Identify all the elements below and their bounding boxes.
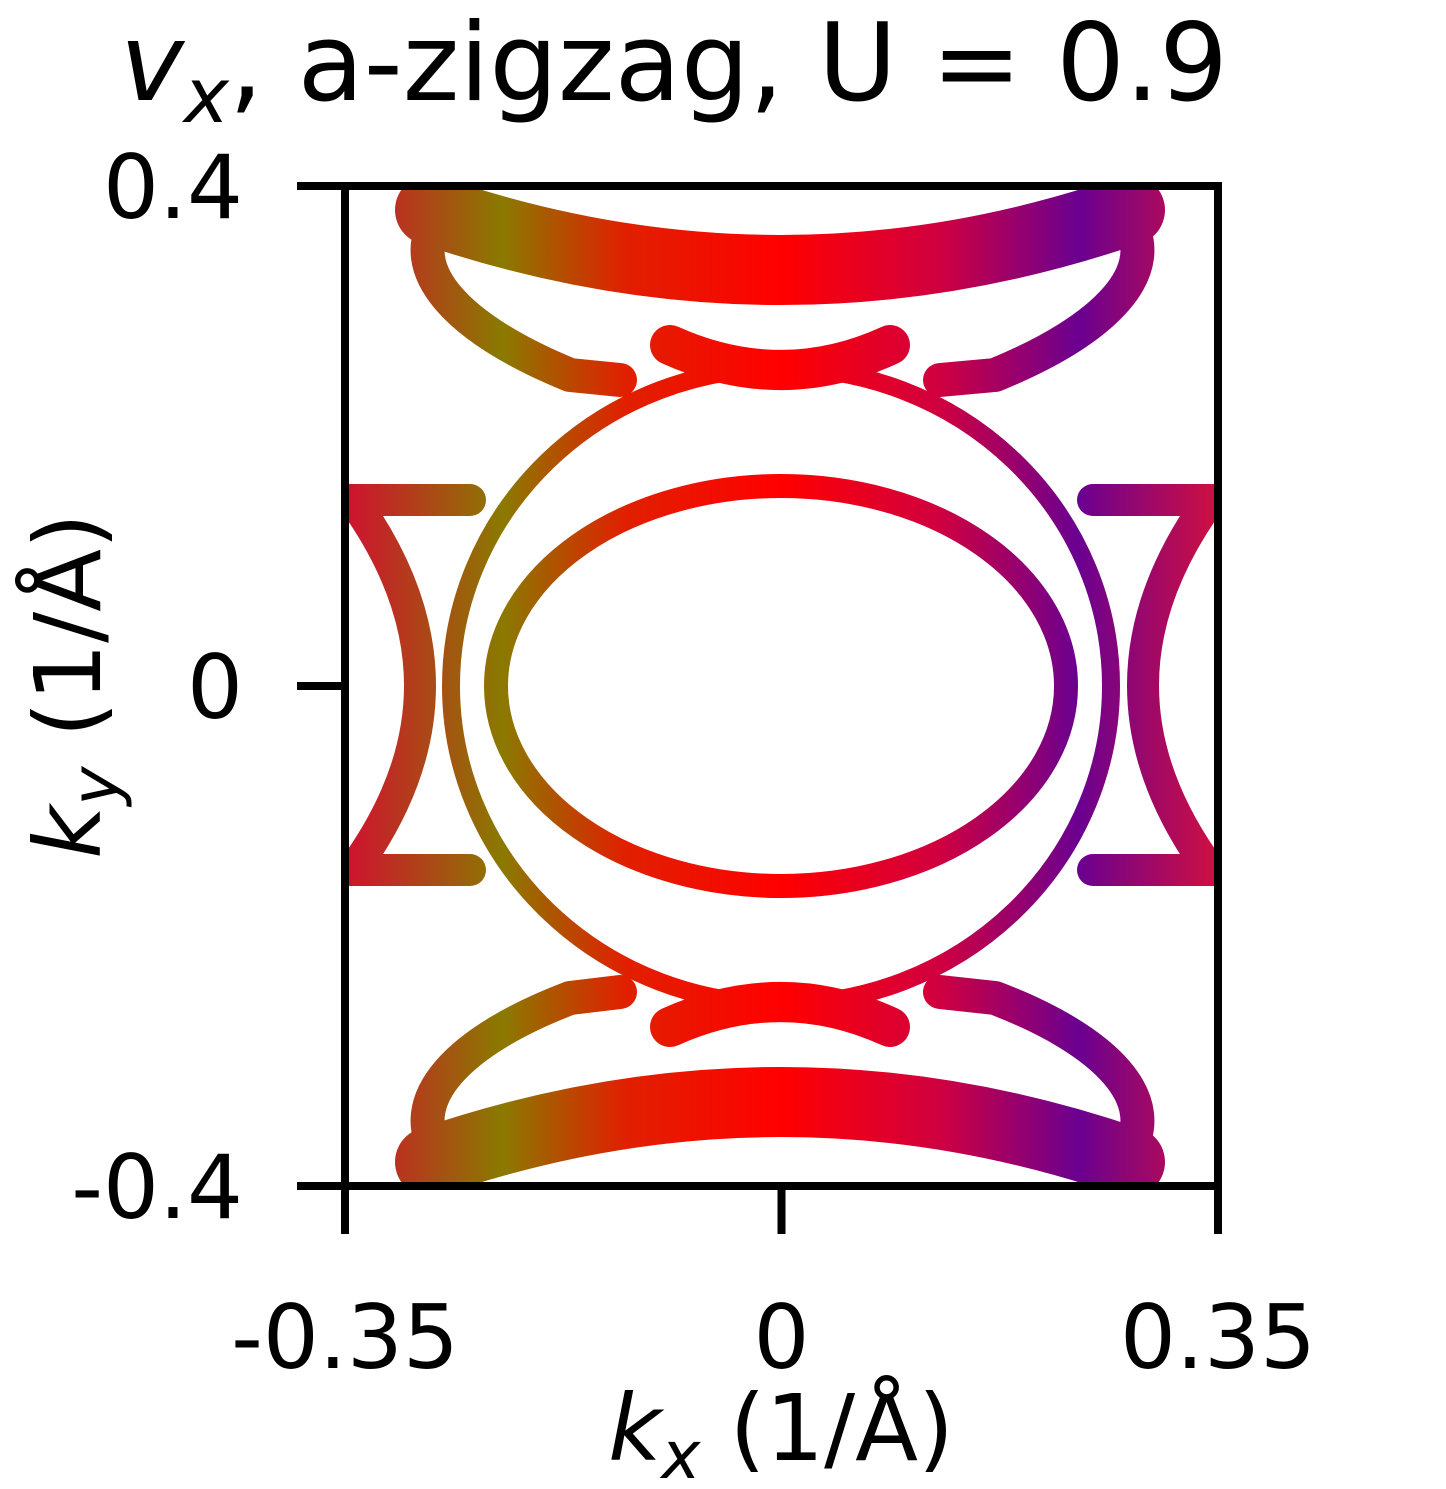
y-tick-label: 0 xyxy=(187,636,243,739)
xlabel-symbol: k xyxy=(608,1375,665,1482)
y-tick-label: -0.4 xyxy=(71,1136,243,1239)
outer-pocket xyxy=(442,359,1120,1013)
x-axis-label: kx (1/Å) xyxy=(608,1374,954,1489)
chart-title: vx, a-zigzag, U = 0.9 xyxy=(120,1,1228,140)
y-tick-label: 0.4 xyxy=(103,136,243,239)
top-band xyxy=(395,186,1165,305)
inner-pocket xyxy=(484,474,1078,898)
ylabel-symbol: k xyxy=(15,802,122,859)
x-tick-label: 0.35 xyxy=(1120,1286,1316,1389)
y-axis-label: ky (1/Å) xyxy=(14,513,134,859)
left-pockets xyxy=(345,484,486,886)
title-text: , a-zigzag, U = 0.9 xyxy=(229,1,1228,126)
ylabel-text: (1/Å) xyxy=(14,513,122,767)
right-pockets xyxy=(1077,484,1218,886)
fermi-surface xyxy=(345,186,1218,1186)
bottom-band xyxy=(395,1067,1165,1186)
xlabel-text: (1/Å) xyxy=(700,1374,954,1482)
neck-bands xyxy=(650,325,910,1047)
top-loops xyxy=(410,198,1155,397)
bottom-loops xyxy=(410,975,1155,1174)
ylabel-subscript: y xyxy=(57,766,134,808)
title-subscript: x xyxy=(182,51,230,140)
x-tick-label: 0 xyxy=(754,1286,810,1389)
x-tick-label: -0.35 xyxy=(231,1286,459,1389)
title-symbol: v xyxy=(120,1,186,126)
xlabel-subscript: x xyxy=(659,1417,701,1489)
